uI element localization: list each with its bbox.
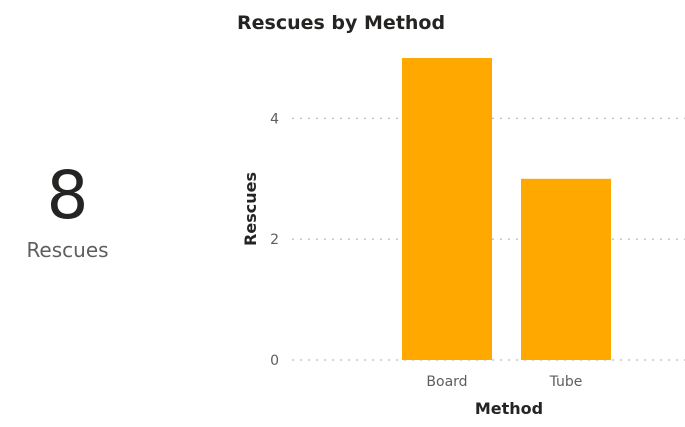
x-tick-label: Tube	[549, 374, 583, 390]
kpi-label: Rescues	[26, 238, 109, 262]
y-tick-label: 0	[270, 353, 279, 369]
bar-tube[interactable]	[521, 178, 611, 360]
x-axis-ticks: Board Tube	[426, 374, 582, 390]
kpi-value: 8	[46, 157, 89, 234]
y-axis-title: Rescues	[241, 172, 260, 246]
x-axis-title: Method	[475, 399, 543, 418]
gridlines	[292, 117, 685, 361]
bar-board[interactable]	[402, 58, 492, 360]
y-axis-ticks: 0 2 4	[270, 111, 279, 369]
kpi-card: 8 Rescues	[0, 157, 135, 263]
y-tick-label: 4	[270, 111, 279, 127]
x-tick-label: Board	[426, 374, 467, 390]
y-tick-label: 2	[270, 232, 279, 248]
chart-title: Rescues by Method	[237, 12, 445, 34]
bars	[402, 58, 611, 360]
